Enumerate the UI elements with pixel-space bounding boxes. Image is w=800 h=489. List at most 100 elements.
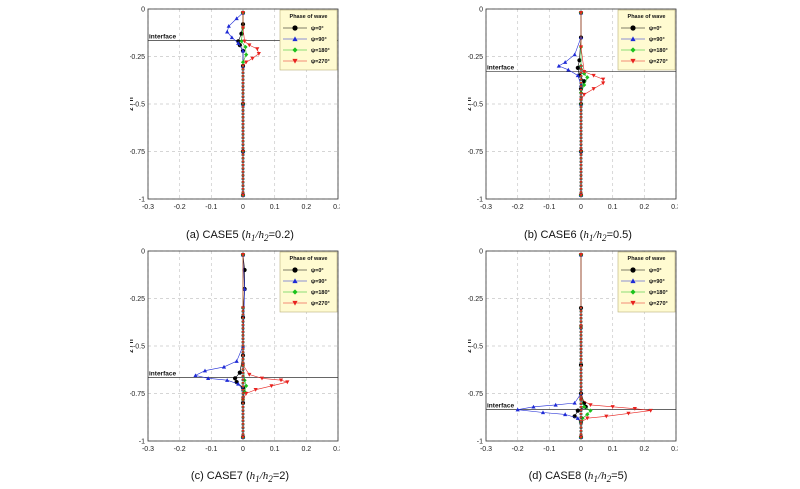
profile-point bbox=[241, 306, 245, 310]
data-point bbox=[234, 359, 239, 363]
profile-point bbox=[241, 416, 245, 419]
profile-point bbox=[579, 371, 583, 375]
profile-point bbox=[241, 368, 245, 371]
x-tick-label: 0.1 bbox=[608, 204, 618, 211]
data-point bbox=[193, 373, 198, 378]
legend-swatch-marker bbox=[630, 300, 636, 306]
data-point bbox=[553, 402, 558, 407]
legend-label: ψ=180° bbox=[311, 290, 330, 296]
profile-point bbox=[241, 433, 245, 436]
legend-swatch-marker bbox=[292, 267, 298, 273]
chart-case8: -0.3-0.2-0.100.10.20.30-0.25-0.5-0.75-1V… bbox=[468, 249, 678, 454]
profile-point bbox=[241, 140, 245, 143]
profile-point bbox=[241, 129, 245, 133]
profile-point bbox=[241, 64, 245, 68]
profile-point bbox=[579, 177, 583, 181]
data-point bbox=[626, 411, 631, 416]
chart-case6: -0.3-0.2-0.100.10.20.30-0.25-0.5-0.75-1V… bbox=[468, 7, 678, 212]
data-point bbox=[591, 87, 596, 91]
profile-point bbox=[579, 95, 583, 99]
y-tick-label: -1 bbox=[139, 197, 145, 204]
profile-point bbox=[241, 184, 245, 188]
y-tick-label: -0.75 bbox=[468, 149, 483, 156]
profile-point bbox=[241, 317, 245, 320]
y-tick-label: -0.75 bbox=[468, 391, 483, 398]
y-tick-label: 0 bbox=[141, 7, 145, 14]
legend-title: Phase of wave bbox=[628, 14, 666, 20]
ratio-symbol: h1/h2 bbox=[587, 470, 612, 485]
data-point bbox=[578, 193, 584, 198]
data-point bbox=[229, 35, 235, 40]
legend-swatch-marker bbox=[292, 289, 298, 295]
legend-swatch-marker bbox=[630, 36, 636, 42]
data-point bbox=[239, 39, 244, 44]
data-point bbox=[575, 65, 580, 70]
profile-point bbox=[241, 341, 245, 344]
x-tick-label: 0.2 bbox=[301, 446, 311, 453]
y-tick-label: -0.75 bbox=[130, 149, 145, 156]
profile-point bbox=[579, 126, 583, 129]
profile-point bbox=[241, 143, 245, 147]
profile-point bbox=[241, 157, 245, 160]
x-tick-label: -0.2 bbox=[174, 446, 186, 453]
caption-label: (c) CASE7 bbox=[190, 470, 243, 482]
data-point bbox=[278, 378, 284, 383]
profile-point bbox=[579, 368, 583, 371]
x-tick-label: 0 bbox=[241, 446, 245, 453]
profile-point bbox=[241, 392, 245, 395]
legend-swatch-marker bbox=[292, 58, 298, 64]
legend-label: ψ=180° bbox=[649, 48, 668, 54]
profile-point bbox=[241, 119, 245, 123]
data-point bbox=[236, 381, 241, 386]
profile-point bbox=[579, 116, 583, 119]
legend-swatch-marker bbox=[630, 25, 636, 31]
x-tick-label: -0.3 bbox=[142, 446, 154, 453]
legend-swatch-marker bbox=[292, 36, 298, 42]
profile-point bbox=[579, 184, 583, 188]
profile-point bbox=[241, 153, 245, 157]
x-tick-label: 0.3 bbox=[671, 446, 678, 453]
data-point bbox=[610, 405, 615, 409]
data-point bbox=[540, 410, 546, 415]
profile-point bbox=[241, 327, 245, 330]
profile-point bbox=[579, 92, 583, 95]
legend-swatch-marker bbox=[292, 278, 298, 284]
profile-point bbox=[579, 327, 583, 330]
profile-point bbox=[579, 170, 583, 174]
legend-title: Phase of wave bbox=[628, 256, 666, 262]
x-tick-label: 0.1 bbox=[270, 446, 280, 453]
profile-point bbox=[241, 337, 245, 341]
profile-point bbox=[579, 174, 583, 177]
profile-point bbox=[241, 334, 245, 337]
profile-point bbox=[241, 177, 245, 181]
profile-point bbox=[579, 119, 583, 123]
profile-point bbox=[241, 375, 245, 378]
data-point bbox=[242, 39, 247, 44]
data-point bbox=[578, 45, 584, 50]
legend-label: ψ=270° bbox=[311, 59, 330, 65]
data-point bbox=[575, 408, 580, 413]
y-tick-label: -0.5 bbox=[471, 344, 483, 351]
profile-point bbox=[241, 399, 245, 402]
ratio-value: 2 bbox=[279, 470, 286, 482]
data-point bbox=[601, 77, 606, 82]
x-tick-label: 0.3 bbox=[333, 446, 340, 453]
profile-point bbox=[241, 112, 245, 116]
x-tick-label: -0.1 bbox=[543, 446, 555, 453]
profile-point bbox=[579, 81, 583, 85]
profile-point bbox=[241, 409, 245, 412]
profile-point bbox=[579, 430, 583, 433]
profile-point bbox=[241, 378, 245, 382]
legend-label: ψ=90° bbox=[311, 279, 327, 285]
data-point bbox=[244, 391, 249, 396]
data-point bbox=[240, 60, 246, 65]
data-point bbox=[578, 11, 584, 15]
x-tick-label: 0.1 bbox=[608, 446, 618, 453]
x-tick-label: 0.3 bbox=[671, 204, 678, 211]
legend-box bbox=[279, 9, 338, 71]
profile-point bbox=[579, 167, 583, 170]
data-point bbox=[632, 407, 637, 411]
profile-point bbox=[579, 75, 583, 78]
data-point bbox=[588, 403, 593, 407]
x-tick-label: 0 bbox=[579, 446, 583, 453]
